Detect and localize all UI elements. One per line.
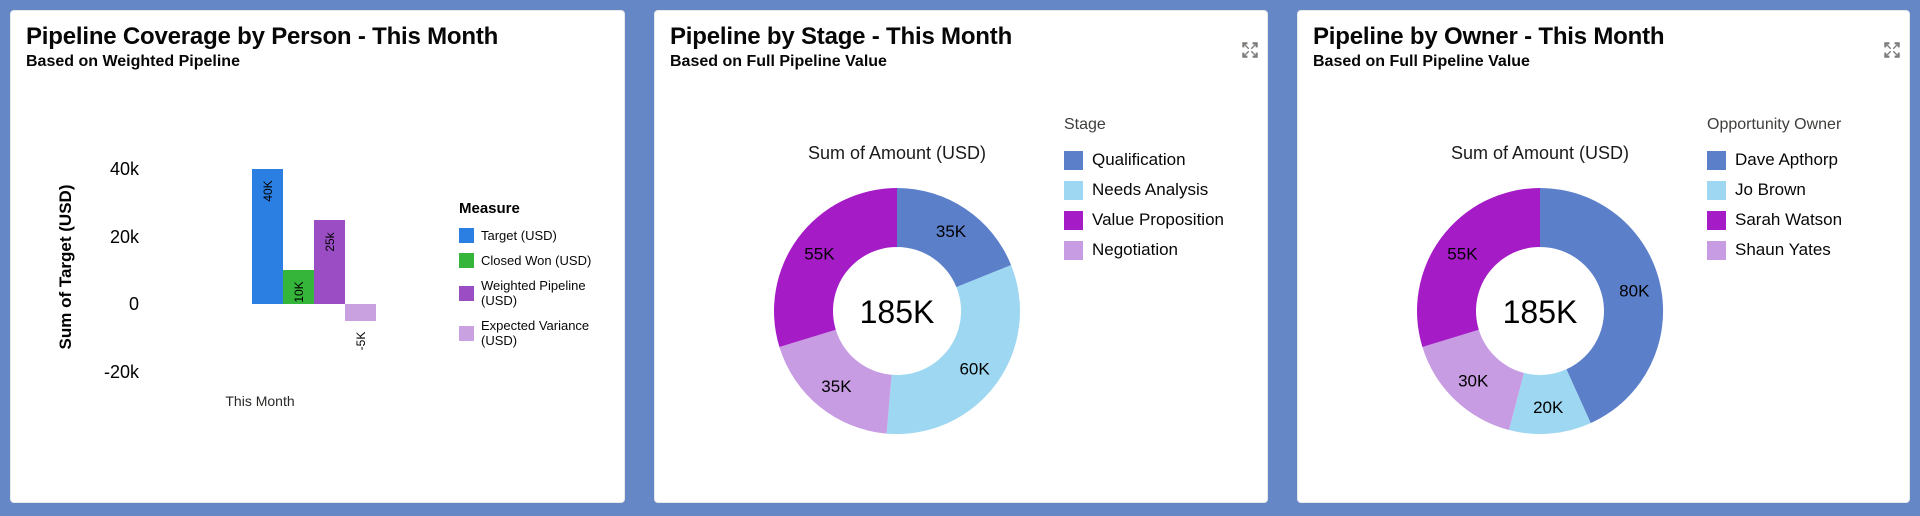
chart-card-pipeline-coverage: Pipeline Coverage by Person - This Month…: [10, 10, 625, 503]
legend-item-label: Sarah Watson: [1735, 210, 1843, 229]
legend-swatch: [1064, 240, 1083, 260]
legend-swatch: [1064, 210, 1083, 230]
y-tick-label: -20k: [103, 361, 139, 382]
donut-slice-value: 35K: [936, 222, 967, 241]
legend-swatch: [459, 285, 474, 301]
legend-item-dave-apthorp[interactable]: Dave Apthorp: [1707, 150, 1842, 170]
bar-legend: Measure Target (USD) Closed Won (USD) Weig…: [459, 200, 624, 358]
bar-expected-variance-usd[interactable]: [345, 304, 376, 321]
legend-item-weighted-pipeline-usd[interactable]: Weighted Pipeline (USD): [459, 278, 624, 308]
y-tick-label: 20k: [109, 226, 139, 247]
bar-value-label: 40K: [260, 180, 275, 202]
expand-button[interactable]: [1883, 41, 1901, 59]
bar-value-label: 10K: [291, 281, 306, 303]
y-tick-label: 0: [128, 294, 139, 314]
legend-item-label: Shaun Yates: [1735, 240, 1831, 259]
card-header: Pipeline by Stage - This Month Based on …: [670, 23, 1233, 71]
donut-slice-value: 80K: [1619, 282, 1650, 301]
legend-item-label: Closed Won (USD): [481, 253, 592, 268]
donut-measure-label: Sum of Amount (USD): [1450, 143, 1630, 163]
x-axis-category-label: This Month: [225, 393, 295, 409]
legend-swatch: [459, 325, 474, 341]
chart-card-pipeline-by-owner: Pipeline by Owner - This Month Based on …: [1297, 10, 1910, 503]
donut-slice-value-proposition[interactable]: [774, 188, 897, 347]
legend-title: Opportunity Owner: [1707, 116, 1842, 133]
chart-card-pipeline-by-stage: Pipeline by Stage - This Month Based on …: [654, 10, 1268, 503]
donut-chart-area: Sum of Amount (USD) 80K 20K 30K 55K 185K Op…: [1298, 11, 1909, 502]
legend-item-label: Expected Variance (USD): [481, 318, 590, 348]
card-header: Pipeline by Owner - This Month Based on …: [1313, 23, 1875, 71]
legend-item-label: Value Proposition: [1092, 210, 1224, 229]
chart-title: Pipeline by Owner - This Month: [1313, 23, 1665, 50]
legend-item-label: Target (USD): [481, 228, 557, 243]
y-tick-label: 40k: [109, 159, 139, 179]
bar-closed-won-usd[interactable]: [283, 270, 314, 304]
bar-target-usd[interactable]: [252, 169, 283, 304]
legend-swatch: [1707, 150, 1726, 170]
donut-legend: Opportunity Owner Dave Apthorp Jo Brown Sa…: [1707, 116, 1842, 270]
donut-slice-value: 35K: [821, 377, 852, 396]
legend-item-value-proposition[interactable]: Value Proposition: [1064, 210, 1224, 230]
donut-chart-stage: 35K 60K 35K 55K: [774, 188, 1021, 435]
expand-icon: [1242, 42, 1258, 58]
legend-item-label: Weighted Pipeline (USD): [481, 278, 586, 308]
legend-swatch: [1707, 180, 1726, 200]
donut-slice-dave-apthorp[interactable]: [1540, 187, 1664, 424]
donut-slice-value: 55K: [804, 245, 835, 264]
card-header: Pipeline Coverage by Person - This Month…: [26, 23, 590, 71]
donut-slice-needs-analysis[interactable]: [886, 265, 1021, 435]
legend-item-label: Jo Brown: [1735, 180, 1806, 199]
donut-slice-negotiation[interactable]: [779, 329, 892, 434]
legend-swatch: [1707, 210, 1726, 230]
donut-slice-jo-brown[interactable]: [1509, 369, 1591, 434]
legend-swatch: [1064, 180, 1083, 200]
donut-chart-owner: 80K 20K 30K 55K: [1417, 187, 1664, 434]
legend-title: Measure: [459, 200, 520, 217]
bar-value-label: -5K: [353, 331, 368, 351]
donut-legend: Stage Qualification Needs Analysis Value P…: [1064, 116, 1224, 270]
legend-item-jo-brown[interactable]: Jo Brown: [1707, 180, 1842, 200]
legend-item-target-usd[interactable]: Target (USD): [459, 228, 624, 243]
legend-item-qualification[interactable]: Qualification: [1064, 150, 1224, 170]
legend-swatch: [459, 228, 474, 243]
chart-subtitle: Based on Weighted Pipeline: [26, 52, 240, 70]
donut-slice-sarah-watson[interactable]: [1417, 188, 1540, 347]
expand-button[interactable]: [1241, 41, 1259, 59]
bar-chart-area: Sum of Target (USD) This Month Measure T…: [11, 11, 624, 502]
legend-item-needs-analysis[interactable]: Needs Analysis: [1064, 180, 1224, 200]
chart-subtitle: Based on Full Pipeline Value: [1313, 52, 1530, 70]
legend-title: Stage: [1064, 116, 1106, 133]
legend-item-label: Qualification: [1092, 150, 1186, 169]
donut-total-label: 185K: [859, 294, 935, 330]
expand-icon: [1884, 42, 1900, 58]
donut-chart-area: Sum of Amount (USD) 35K 60K 35K 55K 185K St…: [655, 11, 1267, 502]
donut-slice-shaun-yates[interactable]: [1422, 329, 1524, 430]
donut-slice-value: 20K: [1533, 398, 1564, 417]
legend-item-expected-variance-usd[interactable]: Expected Variance (USD): [459, 318, 624, 348]
donut-measure-label: Sum of Amount (USD): [807, 143, 987, 163]
legend-swatch: [1707, 240, 1726, 260]
legend-item-closed-won-usd[interactable]: Closed Won (USD): [459, 253, 624, 268]
y-axis-title: Sum of Target (USD): [56, 184, 75, 350]
legend-swatch: [459, 253, 474, 268]
legend-item-label: Needs Analysis: [1092, 180, 1209, 199]
donut-slice-value: 30K: [1458, 372, 1489, 391]
chart-title: Pipeline Coverage by Person - This Month: [26, 23, 499, 50]
chart-title: Pipeline by Stage - This Month: [670, 23, 1013, 50]
legend-item-sarah-watson[interactable]: Sarah Watson: [1707, 210, 1842, 230]
legend-item-negotiation[interactable]: Negotiation: [1064, 240, 1224, 260]
bar-value-label: 25k: [322, 231, 337, 252]
bar-weighted-pipeline-usd[interactable]: [314, 219, 345, 304]
legend-item-label: Dave Apthorp: [1735, 150, 1839, 169]
donut-slice-qualification[interactable]: [897, 188, 1012, 288]
legend-item-shaun-yates[interactable]: Shaun Yates: [1707, 240, 1842, 260]
chart-subtitle: Based on Full Pipeline Value: [670, 52, 887, 70]
donut-slice-value: 55K: [1447, 245, 1478, 264]
donut-slice-value: 60K: [959, 359, 990, 378]
legend-item-label: Negotiation: [1092, 240, 1179, 259]
donut-total-label: 185K: [1502, 294, 1578, 330]
legend-swatch: [1064, 150, 1083, 170]
